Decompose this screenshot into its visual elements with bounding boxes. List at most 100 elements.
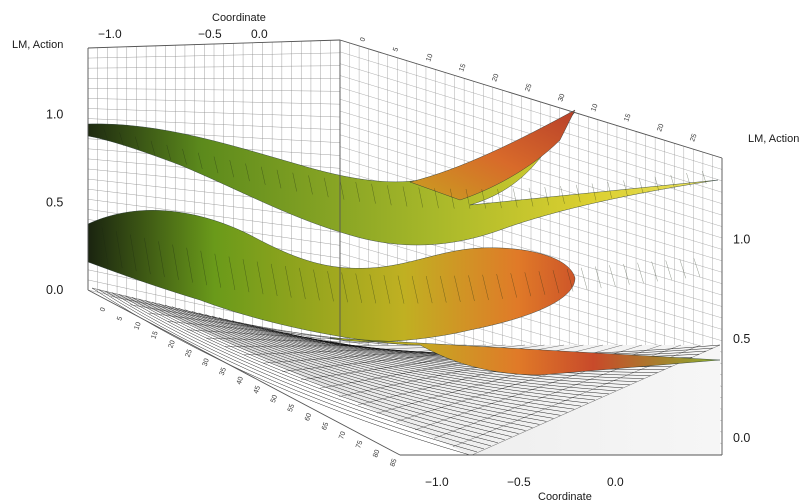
mesh-line <box>225 318 609 395</box>
middle-surface <box>87 210 721 376</box>
mesh-line <box>581 267 588 290</box>
mesh-line <box>440 275 447 303</box>
tick-labels: −1.0 −0.5 0.0 −1.0 −0.5 0.0 0.0 0.5 1.0 0.0 0.5 1.0… <box>46 27 750 489</box>
mesh-line <box>258 326 644 379</box>
mesh-line <box>454 275 461 302</box>
depth-tick-label: 35 <box>219 367 228 377</box>
mesh-line <box>144 237 151 275</box>
depth-tick-label: 45 <box>253 385 262 395</box>
depth-tick-label: 5 <box>116 316 124 322</box>
mesh-line <box>670 174 675 190</box>
mesh-line <box>238 322 623 389</box>
mesh-line <box>538 271 546 295</box>
top-tick-label: 0.0 <box>251 27 268 41</box>
mesh-line <box>138 298 519 434</box>
depth-tick-label: 15 <box>458 63 467 73</box>
grid-line <box>339 134 723 250</box>
bottom-tick-label: 0.0 <box>607 475 624 489</box>
mesh-line <box>116 231 123 269</box>
middle-surface-mesh <box>101 227 701 304</box>
depth-tick-label: 40 <box>236 376 245 386</box>
right-axis-title: LM, Action <box>748 133 799 145</box>
depth-tick-label: 30 <box>557 93 566 103</box>
upper-surface-mesh <box>103 128 707 209</box>
depth-tick-label: 10 <box>133 321 142 331</box>
mesh-line <box>245 163 250 182</box>
depth-tick-label: 65 <box>321 421 330 431</box>
depth-tick-label: 15 <box>623 113 632 123</box>
mesh-line <box>172 244 179 280</box>
mesh-line <box>524 272 531 297</box>
mesh-line <box>198 152 203 169</box>
mesh-line <box>591 183 597 201</box>
mesh-line <box>426 275 433 304</box>
mesh-line <box>231 320 616 392</box>
mesh-line <box>98 289 478 453</box>
mesh-line <box>218 317 602 398</box>
mesh-line <box>182 148 187 165</box>
depth-tick-label: 60 <box>304 412 313 422</box>
mesh-line <box>130 234 137 272</box>
mesh-line <box>129 304 370 346</box>
mesh-line <box>327 271 334 302</box>
grid-line <box>87 65 341 69</box>
mesh-line <box>651 261 658 282</box>
mesh-line <box>607 181 612 199</box>
top-tick-label: −1.0 <box>98 27 122 41</box>
bottom-tick-label: −0.5 <box>507 475 531 489</box>
mesh-line <box>131 297 512 437</box>
mesh-line <box>609 265 616 287</box>
mesh-line <box>242 259 250 293</box>
mesh-line <box>686 172 691 187</box>
mesh-line <box>595 266 602 289</box>
mesh-line <box>261 166 266 185</box>
depth-tick-label: 25 <box>524 83 533 93</box>
depth-tick-label: 20 <box>656 123 665 133</box>
mesh-line <box>702 170 707 185</box>
mesh-line <box>450 188 455 209</box>
depth-tick-label: 50 <box>270 394 279 404</box>
grid-line <box>339 63 723 182</box>
depth-tick-label: 25 <box>185 348 194 358</box>
mesh-line <box>166 144 171 161</box>
mesh-line <box>110 296 350 346</box>
mesh-line <box>313 269 320 301</box>
depth-tick-label: 25 <box>689 133 698 143</box>
mesh-line <box>308 175 313 195</box>
depth-tick-label: 70 <box>338 431 347 441</box>
mesh-line <box>158 241 165 278</box>
right-tick-label: 0.0 <box>733 431 750 445</box>
bottom-axis-title: Coordinate <box>538 491 592 503</box>
depth-tick-label: 0 <box>359 37 367 43</box>
depth-tick-label: 5 <box>392 47 400 53</box>
mesh-line <box>91 287 331 346</box>
depth-tick-label: 15 <box>150 330 159 340</box>
depth-tick-label: 10 <box>425 53 434 63</box>
mesh-line <box>111 292 491 447</box>
mesh-line <box>229 160 234 178</box>
mesh-line <box>481 189 486 209</box>
mesh-line <box>397 275 405 304</box>
depth-tick-label: 20 <box>168 339 177 349</box>
mesh-line <box>341 272 348 303</box>
mesh-line <box>566 268 574 292</box>
depth-tick-label: 10 <box>590 103 599 113</box>
depth-tick-label: 55 <box>287 403 296 413</box>
left-tick-label: 0.5 <box>46 195 63 209</box>
mesh-line <box>339 180 345 200</box>
mesh-line <box>105 290 484 450</box>
mesh-line <box>693 258 701 277</box>
mesh-line <box>292 172 297 192</box>
mesh-line <box>497 188 502 209</box>
mesh-line <box>228 256 236 291</box>
mesh-line <box>679 259 686 279</box>
grid-line <box>339 51 723 170</box>
grid-line <box>87 52 341 59</box>
mesh-line <box>383 275 391 304</box>
mesh-line <box>158 303 540 425</box>
depth-tick-label: 85 <box>389 458 398 468</box>
mesh-line <box>118 294 498 443</box>
mesh-line <box>145 300 526 431</box>
top-axis-title: Coordinate <box>212 12 266 24</box>
